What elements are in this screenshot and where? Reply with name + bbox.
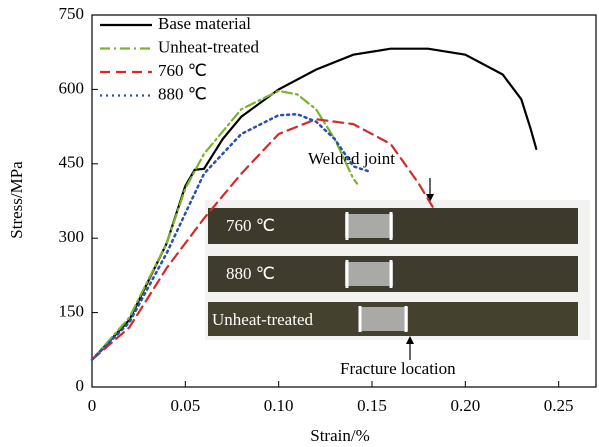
y-axis-label: Stress/MPa xyxy=(7,161,26,239)
y-tick-label: 150 xyxy=(59,302,85,321)
x-tick-label: 0.10 xyxy=(264,396,294,415)
series-line xyxy=(90,89,359,361)
y-tick-label: 300 xyxy=(59,227,85,246)
annotation: Welded joint xyxy=(308,149,395,168)
weld xyxy=(345,262,393,286)
legend-label: Base material xyxy=(158,14,251,33)
inset-photo: Welded joint Fracture location 760 ℃ 880… xyxy=(205,149,590,378)
legend-label: Unheat-treated xyxy=(158,37,259,56)
series-line xyxy=(90,118,435,361)
legend-label: 760 ℃ xyxy=(158,61,207,80)
arrow-head xyxy=(406,336,414,344)
annotation: Fracture location xyxy=(340,359,456,378)
y-tick-label: 600 xyxy=(59,78,85,97)
x-tick-label: 0 xyxy=(88,396,97,415)
arrow-head xyxy=(426,194,434,202)
y-tick-label: 450 xyxy=(59,153,85,172)
plot-frame xyxy=(91,14,597,388)
y-tick-label: 0 xyxy=(76,376,85,395)
inset-label: 760 ℃ xyxy=(226,216,275,235)
weld xyxy=(345,214,393,238)
x-tick-label: 0.05 xyxy=(170,396,200,415)
x-tick-label: 0.25 xyxy=(544,396,574,415)
x-axis-label: Strain/% xyxy=(310,426,370,445)
inset-label: Unheat-treated xyxy=(212,310,313,329)
weld xyxy=(360,307,408,331)
x-tick-label: 0.15 xyxy=(357,396,387,415)
series-line xyxy=(90,112,370,361)
x-tick-label: 0.20 xyxy=(450,396,480,415)
y-tick-label: 750 xyxy=(59,4,85,23)
legend-label: 880 ℃ xyxy=(158,84,207,103)
inset-label: 880 ℃ xyxy=(226,264,275,283)
